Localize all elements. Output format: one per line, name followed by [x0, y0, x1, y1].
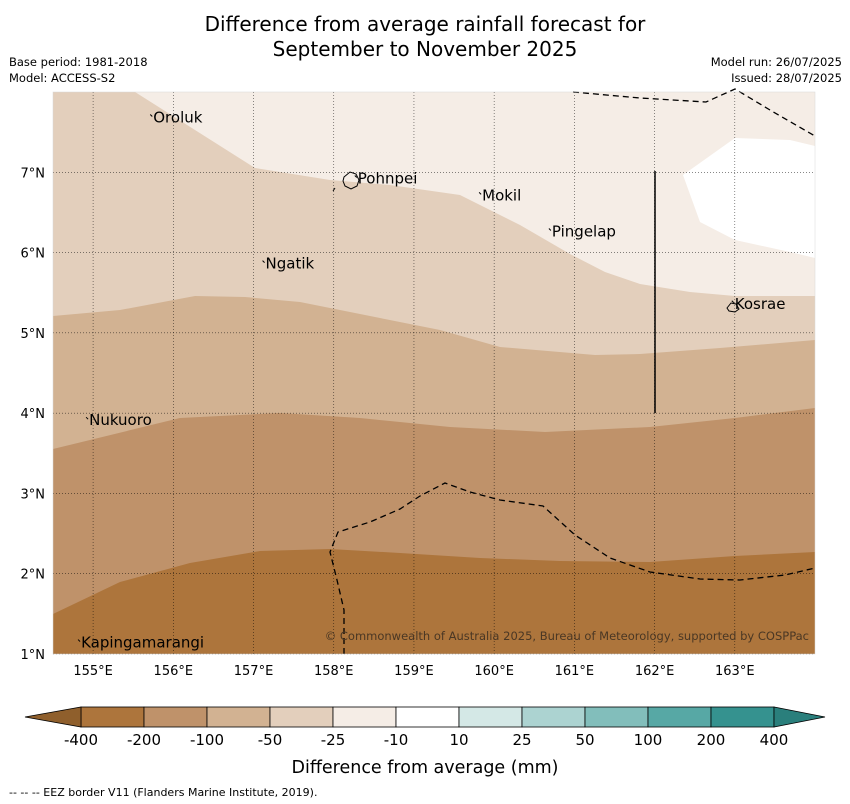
colorbar-swatch — [269, 706, 334, 728]
place-marker — [354, 175, 358, 178]
colorbar-tick-label: -100 — [190, 731, 224, 749]
place-label-mokil: Mokil — [482, 186, 521, 204]
place-label-kapingamarangi: Kapingamarangi — [81, 634, 204, 652]
colorbar-swatch — [80, 706, 145, 728]
colorbar-swatch — [710, 706, 775, 728]
colorbar-tick-label: 200 — [697, 731, 726, 749]
longitude-tick-label: 157°E — [234, 664, 274, 679]
place-marker — [85, 416, 89, 420]
title-line-2: September to November 2025 — [272, 37, 578, 61]
longitude-tick-label: 160°E — [474, 664, 514, 679]
colorbar-swatch — [206, 706, 271, 728]
colorbar-swatch — [458, 706, 523, 728]
axis-ticks: 155°E 156°E 157°E 158°E 159°E 160°E 161°E 162°E… — [21, 166, 755, 679]
place-marker — [262, 260, 265, 263]
meta-right: Model run: 26/07/2025 Issued: 28/07/2025 — [711, 54, 842, 86]
place-marker — [77, 639, 81, 642]
colorbar-swatches — [24, 706, 826, 728]
kosrae-island-shape — [726, 302, 740, 313]
place-marker — [478, 192, 482, 195]
place-label-oroluk: Oroluk — [153, 109, 202, 127]
copyright-notice: © Commonwealth of Australia 2025, Bureau… — [325, 629, 809, 643]
place-marker — [149, 114, 153, 117]
plot-frame — [52, 91, 816, 655]
latitude-tick-label: 4°N — [21, 407, 46, 422]
longitude-tick-label: 162°E — [635, 664, 675, 679]
latitude-tick-label: 6°N — [21, 247, 46, 262]
colorbar-tick-label: -10 — [384, 731, 409, 749]
colorbar-swatch — [521, 706, 586, 728]
latitude-tick-label: 1°N — [21, 648, 46, 663]
place-label-nukuoro: Nukuoro — [89, 411, 152, 429]
map-title: Difference from average rainfall forecas… — [0, 12, 850, 62]
colorbar-extend-high — [773, 706, 826, 728]
meta-left: Base period: 1981-2018 Model: ACCESS-S2 — [9, 54, 148, 86]
longitude-tick-label: 159°E — [394, 664, 434, 679]
colorbar-swatch — [584, 706, 649, 728]
band-minus-25 — [135, 92, 815, 296]
ant-atoll-mark — [332, 187, 336, 192]
colorbar-extend-low — [24, 706, 82, 728]
issued-text: Issued: 28/07/2025 — [731, 71, 842, 85]
model-run-text: Model run: 26/07/2025 — [710, 55, 842, 69]
forecast-map: 155°E 156°E 157°E 158°E 159°E 160°E 161°E 162°E… — [21, 88, 816, 679]
colorbar-label: Difference from average (mm) — [291, 758, 558, 778]
latitude-tick-label: 5°N — [21, 327, 46, 342]
base-period-text: Base period: 1981-2018 — [9, 55, 148, 69]
colorbar-tick-label: 50 — [575, 731, 594, 749]
place-label-kosrae: Kosrae — [735, 295, 786, 313]
colorbar-tick-label: 100 — [634, 731, 663, 749]
colorbar-swatch — [395, 706, 460, 728]
colorbar-tick-labels: -400 -200 -100 -50 -25 -10 10 25 50 100 200 400 — [64, 731, 788, 749]
colorbar-swatch — [647, 706, 712, 728]
place-label-pingelap: Pingelap — [552, 223, 616, 241]
longitude-tick-label: 158°E — [314, 664, 354, 679]
latitude-tick-label: 2°N — [21, 568, 46, 583]
place-labels: Oroluk Pohnpei Mokil Pingelap Ngatik Kosrae Nu… — [77, 109, 786, 652]
colorbar-tick-label: -200 — [127, 731, 161, 749]
colorbar-tick-label: 10 — [449, 731, 468, 749]
colorbar-tick-label: -50 — [258, 731, 283, 749]
pohnpei-island-shape — [342, 171, 360, 190]
colorbar-tick-label: -25 — [321, 731, 346, 749]
place-label-ngatik: Ngatik — [266, 255, 315, 273]
title-line-1: Difference from average rainfall forecas… — [204, 12, 646, 36]
band-minus-10 — [683, 138, 815, 258]
colorbar-tick-label: -400 — [64, 731, 98, 749]
eez-border-north — [572, 88, 816, 137]
place-marker — [548, 228, 552, 231]
rainfall-anomaly-fill — [53, 92, 815, 654]
longitude-tick-label: 163°E — [715, 664, 755, 679]
colorbar-swatch — [143, 706, 208, 728]
eez-legend-note: -- -- -- EEZ border V11 (Flanders Marine… — [9, 786, 318, 799]
colorbar-tick-label: 25 — [512, 731, 531, 749]
model-text: Model: ACCESS-S2 — [9, 71, 116, 85]
eez-border — [329, 88, 816, 654]
island-outlines — [332, 171, 740, 313]
place-marker — [731, 300, 735, 304]
eez-border-south — [329, 482, 816, 654]
colorbar-swatch — [332, 706, 397, 728]
place-label-pohnpei: Pohnpei — [358, 170, 418, 188]
colorbar-tick-label: 400 — [760, 731, 789, 749]
longitude-tick-label: 156°E — [154, 664, 194, 679]
latitude-tick-label: 7°N — [21, 166, 46, 181]
longitude-tick-label: 155°E — [73, 664, 113, 679]
longitude-tick-label: 161°E — [555, 664, 595, 679]
latitude-tick-label: 3°N — [21, 487, 46, 502]
